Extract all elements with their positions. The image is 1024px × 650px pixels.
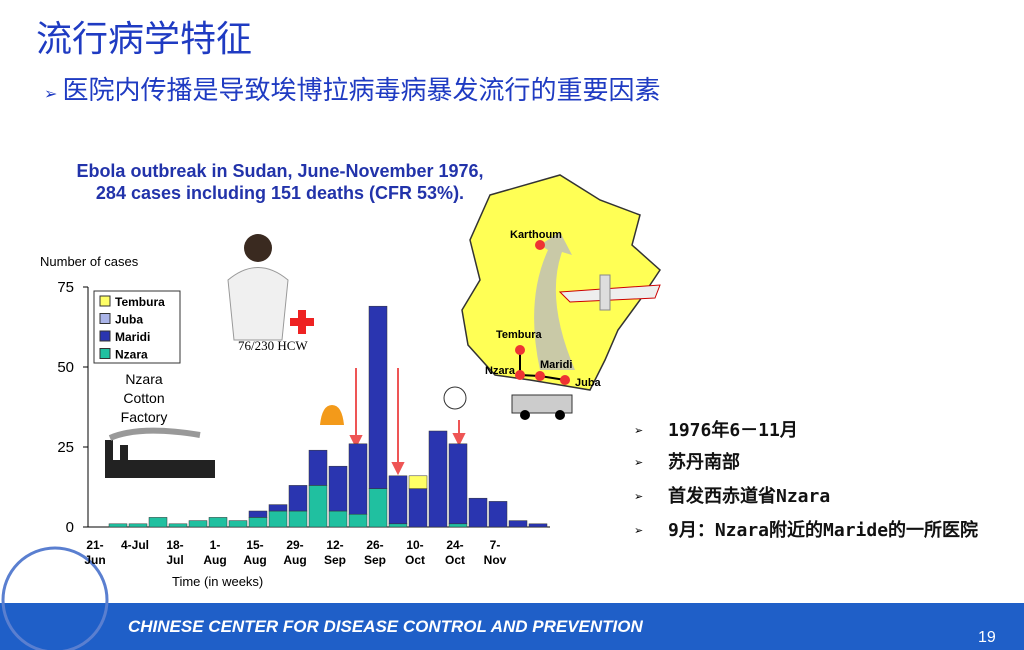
fact: 9月：Nzara附近的Maride的一所医院 (668, 520, 979, 541)
slide-title: 流行病学特征 (36, 19, 253, 60)
chart-title: Ebola outbreak in Sudan, June-November 1… (76, 161, 484, 203)
y-tick-label: 50 (57, 359, 74, 376)
bar-segment (248, 510, 268, 518)
bar-segment (268, 504, 288, 512)
map-label: Juba (575, 377, 602, 389)
bar-segment (368, 488, 388, 528)
fact-marker: ➢ (634, 491, 644, 503)
bell-icon (320, 405, 344, 425)
who-icon (443, 386, 467, 410)
y-tick-label: 0 (66, 519, 74, 536)
fact: 首发西赤道省Nzara (668, 486, 831, 507)
map-label: Tembura (496, 329, 543, 341)
bar-segment (288, 510, 308, 528)
factory-label: Nzara Cotton Factory (120, 371, 168, 425)
footer-text: CHINESE CENTER FOR DISEASE CONTROL AND P… (128, 617, 643, 636)
bar-segment (468, 497, 488, 528)
bar-segment (268, 510, 288, 528)
y-tick-label: 75 (57, 279, 74, 296)
plane (558, 274, 661, 311)
bar-segment (128, 523, 148, 528)
x-tick-label: 7-Nov (483, 538, 507, 567)
legend-label: Tembura (115, 295, 165, 309)
legend-label: Juba (115, 313, 143, 327)
x-tick-label: 10-Oct (404, 538, 425, 567)
bar-segment (248, 517, 268, 528)
bar-segment (228, 520, 248, 528)
page-number: 19 (978, 629, 996, 646)
legend-swatch (99, 295, 111, 307)
legend-swatch (99, 313, 111, 324)
x-axis-label: Time (in weeks) (172, 574, 264, 589)
fact: 1976年6－11月 (668, 420, 798, 441)
x-tick-label: 26-Sep (363, 538, 386, 567)
legend-label: Nzara (115, 348, 148, 362)
map-label: Karthoum (510, 229, 562, 241)
bar-segment (388, 523, 408, 528)
map-label: Maridi (540, 359, 572, 371)
y-tick-label: 25 (57, 439, 74, 456)
red-cross (290, 310, 314, 334)
bar-segment (428, 430, 448, 528)
bar-segment (148, 517, 168, 528)
bar-segment (388, 475, 408, 525)
bar-segment (208, 517, 228, 528)
bar-segment (508, 520, 528, 528)
bullet: ➢ 医院内传播是导致埃博拉病毒病暴发流行的重要因素 (44, 76, 661, 106)
legend-swatch (99, 330, 111, 342)
map-label: Nzara (485, 365, 516, 377)
bar-segment (108, 523, 128, 528)
fact-marker: ➢ (634, 525, 644, 537)
x-tick-label: 12-Sep (323, 538, 346, 567)
x-tick-label: 1-Aug (203, 538, 227, 567)
bar-segment (188, 520, 208, 528)
bar-segment (168, 523, 188, 528)
bar-segment (408, 475, 428, 489)
bar-segment (348, 443, 368, 515)
bar-segment (348, 513, 368, 528)
map-points (515, 240, 570, 385)
fact: 苏丹南部 (668, 452, 740, 473)
legend-label: Maridi (115, 330, 150, 344)
bar-segment (328, 465, 348, 512)
fact-marker: ➢ (634, 457, 644, 469)
x-tick-label: 21-Jun (84, 538, 106, 567)
bar-segment (488, 501, 508, 528)
nurse-image (227, 234, 289, 341)
footer: CHINESE CENTER FOR DISEASE CONTROL AND P… (0, 603, 1024, 650)
bar-segment (308, 449, 328, 486)
factory-image (105, 427, 215, 478)
x-tick-label: 29-Aug (283, 538, 307, 567)
x-tick-label: 24-Oct (444, 538, 465, 567)
hcw-label: 76/230 HCW (238, 338, 308, 353)
bullet-text: 医院内传播是导致埃博拉病毒病暴发流行的重要因素 (62, 76, 661, 106)
logo (1, 546, 109, 650)
fact-marker: ➢ (634, 425, 644, 437)
arrow (534, 232, 575, 370)
bar-segment (288, 485, 308, 512)
event-arrows (349, 368, 466, 476)
x-tick-label: 18-Jul (166, 538, 184, 567)
y-axis-label: Number of cases (40, 254, 139, 269)
legend: Tembura Juba Maridi Nzara (93, 290, 181, 364)
x-tick-label: 4-Jul (120, 538, 149, 552)
sudan-map (461, 174, 661, 391)
footer-band (0, 603, 1024, 650)
legend-swatch (99, 348, 111, 359)
bar-segment (448, 523, 468, 528)
bar-segment (368, 305, 388, 489)
bar-segment (308, 485, 328, 528)
bar-segment (328, 510, 348, 528)
bar-segment (528, 523, 548, 528)
x-tick-label: 15-Aug (243, 538, 267, 567)
bar-segment (408, 488, 428, 528)
truck (511, 394, 573, 420)
bar-segment (448, 443, 468, 525)
